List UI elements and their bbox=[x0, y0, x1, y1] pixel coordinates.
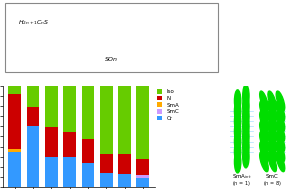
Bar bbox=[118, 154, 131, 174]
Ellipse shape bbox=[268, 132, 276, 151]
Ellipse shape bbox=[268, 142, 276, 162]
Bar bbox=[63, 86, 76, 132]
Ellipse shape bbox=[243, 95, 249, 117]
Bar bbox=[8, 149, 21, 152]
Text: ($n$ = 1): ($n$ = 1) bbox=[233, 179, 251, 187]
Bar bbox=[81, 163, 94, 187]
Bar bbox=[8, 94, 21, 149]
Bar bbox=[45, 86, 58, 127]
Text: $\mathit{H}_{2n+1}\mathit{C}_n\mathit{S}$: $\mathit{H}_{2n+1}\mathit{C}_n\mathit{S}… bbox=[18, 18, 50, 27]
Ellipse shape bbox=[235, 100, 241, 122]
Ellipse shape bbox=[235, 140, 241, 163]
Bar bbox=[27, 126, 40, 187]
Ellipse shape bbox=[235, 110, 241, 132]
Ellipse shape bbox=[276, 142, 285, 162]
Bar bbox=[136, 175, 149, 178]
Bar bbox=[81, 139, 94, 163]
Bar bbox=[8, 86, 21, 94]
Ellipse shape bbox=[268, 91, 276, 111]
Bar bbox=[118, 174, 131, 187]
Ellipse shape bbox=[276, 152, 285, 172]
FancyBboxPatch shape bbox=[5, 3, 218, 72]
Ellipse shape bbox=[235, 151, 241, 173]
Ellipse shape bbox=[276, 91, 285, 111]
Ellipse shape bbox=[243, 105, 249, 127]
Ellipse shape bbox=[276, 132, 285, 151]
Ellipse shape bbox=[268, 101, 276, 121]
Bar bbox=[100, 86, 113, 154]
Ellipse shape bbox=[260, 111, 268, 131]
Ellipse shape bbox=[268, 111, 276, 131]
Ellipse shape bbox=[260, 101, 268, 121]
Ellipse shape bbox=[276, 101, 285, 121]
Text: SO$\mathit{n}$: SO$\mathit{n}$ bbox=[104, 55, 119, 63]
Text: SmA$_{int}$: SmA$_{int}$ bbox=[232, 173, 252, 181]
Bar bbox=[136, 159, 149, 175]
Ellipse shape bbox=[243, 136, 249, 158]
Bar bbox=[100, 173, 113, 187]
Ellipse shape bbox=[235, 130, 241, 153]
Ellipse shape bbox=[268, 152, 276, 172]
Ellipse shape bbox=[260, 152, 268, 172]
Ellipse shape bbox=[235, 120, 241, 143]
Bar bbox=[81, 86, 94, 139]
Ellipse shape bbox=[276, 122, 285, 141]
Ellipse shape bbox=[260, 122, 268, 141]
Ellipse shape bbox=[243, 85, 249, 107]
Ellipse shape bbox=[243, 115, 249, 137]
Ellipse shape bbox=[260, 142, 268, 162]
Bar bbox=[45, 127, 58, 157]
Ellipse shape bbox=[243, 146, 249, 168]
Bar bbox=[45, 157, 58, 187]
Ellipse shape bbox=[243, 125, 249, 148]
Ellipse shape bbox=[235, 90, 241, 112]
Bar bbox=[136, 86, 149, 159]
Bar bbox=[118, 86, 131, 154]
Bar bbox=[27, 86, 40, 107]
Bar bbox=[100, 154, 113, 173]
Bar bbox=[63, 157, 76, 187]
Bar bbox=[8, 152, 21, 187]
Ellipse shape bbox=[260, 91, 268, 111]
Bar bbox=[63, 132, 76, 157]
Bar bbox=[27, 107, 40, 126]
Ellipse shape bbox=[268, 122, 276, 141]
Legend: Iso, N, SmA, SmC, Cr: Iso, N, SmA, SmC, Cr bbox=[156, 88, 180, 121]
Bar bbox=[136, 178, 149, 187]
Ellipse shape bbox=[260, 132, 268, 151]
Text: ($n$ = 8): ($n$ = 8) bbox=[263, 179, 282, 187]
Ellipse shape bbox=[276, 111, 285, 131]
Text: SmC: SmC bbox=[266, 174, 278, 180]
